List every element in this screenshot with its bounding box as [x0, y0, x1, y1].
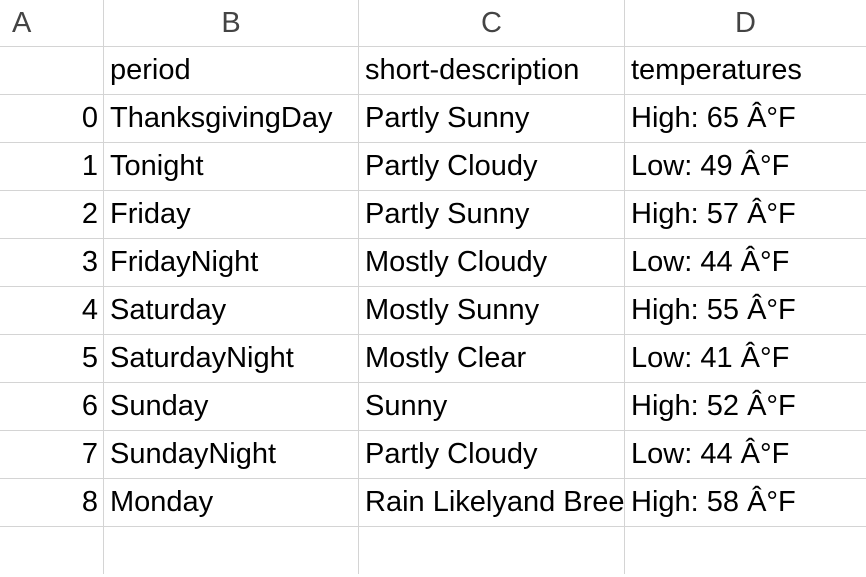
cell-period[interactable]: Saturday: [104, 287, 359, 334]
table-row: 0 ThanksgivingDay Partly Sunny High: 65 …: [0, 95, 866, 143]
column-header-c[interactable]: C: [359, 0, 625, 46]
cell-temperatures[interactable]: High: 65 Â°F: [631, 102, 796, 134]
cell-index[interactable]: 4: [0, 287, 104, 334]
cell-short-description[interactable]: Mostly Cloudy: [359, 239, 625, 286]
cell-period[interactable]: Friday: [104, 191, 359, 238]
cell-short-description[interactable]: Mostly Clear: [359, 335, 625, 382]
cell-temperatures[interactable]: High: 57 Â°F: [631, 198, 796, 230]
cell-index[interactable]: 3: [0, 239, 104, 286]
cell-a1[interactable]: [0, 47, 104, 94]
cell-short-description[interactable]: Sunny: [359, 383, 625, 430]
cell-empty[interactable]: [104, 527, 359, 574]
cell-c1[interactable]: short-description: [359, 47, 625, 94]
table-header-row: period short-description temperatures: [0, 47, 866, 95]
column-header-d[interactable]: D: [735, 7, 756, 39]
table-row: 4 Saturday Mostly Sunny High: 55 Â°F: [0, 287, 866, 335]
cell-period[interactable]: ThanksgivingDay: [104, 95, 359, 142]
column-header-row: A B C D: [0, 0, 866, 47]
cell-temperatures[interactable]: Low: 44 Â°F: [631, 246, 790, 278]
cell-period[interactable]: SaturdayNight: [104, 335, 359, 382]
cell-index[interactable]: 0: [0, 95, 104, 142]
cell-period[interactable]: Monday: [104, 479, 359, 526]
cell-short-description[interactable]: Mostly Sunny: [359, 287, 625, 334]
table-row: 7 SundayNight Partly Cloudy Low: 44 Â°F: [0, 431, 866, 479]
cell-empty[interactable]: [359, 527, 625, 574]
cell-temperatures[interactable]: Low: 41 Â°F: [631, 342, 790, 374]
cell-index[interactable]: 1: [0, 143, 104, 190]
cell-empty[interactable]: [625, 527, 866, 574]
column-header-a[interactable]: A: [0, 0, 104, 46]
column-header-b[interactable]: B: [104, 0, 359, 46]
cell-d1[interactable]: temperatures: [631, 54, 802, 86]
cell-short-description[interactable]: Rain Likelyand Breezy: [359, 479, 625, 526]
table-row: 6 Sunday Sunny High: 52 Â°F: [0, 383, 866, 431]
cell-index[interactable]: 2: [0, 191, 104, 238]
table-row: 8 Monday Rain Likelyand Breezy High: 58 …: [0, 479, 866, 527]
table-row: 1 Tonight Partly Cloudy Low: 49 Â°F: [0, 143, 866, 191]
cell-index[interactable]: 6: [0, 383, 104, 430]
table-row: 5 SaturdayNight Mostly Clear Low: 41 Â°F: [0, 335, 866, 383]
cell-short-description[interactable]: Partly Cloudy: [359, 431, 625, 478]
cell-period[interactable]: Tonight: [104, 143, 359, 190]
cell-temperatures[interactable]: High: 58 Â°F: [631, 486, 796, 518]
table-row: 3 FridayNight Mostly Cloudy Low: 44 Â°F: [0, 239, 866, 287]
cell-index[interactable]: 8: [0, 479, 104, 526]
cell-index[interactable]: 5: [0, 335, 104, 382]
cell-period[interactable]: FridayNight: [104, 239, 359, 286]
cell-short-description[interactable]: Partly Cloudy: [359, 143, 625, 190]
cell-short-description[interactable]: Partly Sunny: [359, 191, 625, 238]
cell-temperatures[interactable]: Low: 49 Â°F: [631, 150, 790, 182]
cell-temperatures[interactable]: Low: 44 Â°F: [631, 438, 790, 470]
cell-b1[interactable]: period: [104, 47, 359, 94]
cell-temperatures[interactable]: High: 52 Â°F: [631, 390, 796, 422]
cell-short-description[interactable]: Partly Sunny: [359, 95, 625, 142]
cell-empty[interactable]: [0, 527, 104, 574]
cell-temperatures[interactable]: High: 55 Â°F: [631, 294, 796, 326]
cell-index[interactable]: 7: [0, 431, 104, 478]
empty-row: [0, 527, 866, 575]
cell-period[interactable]: SundayNight: [104, 431, 359, 478]
table-row: 2 Friday Partly Sunny High: 57 Â°F: [0, 191, 866, 239]
cell-period[interactable]: Sunday: [104, 383, 359, 430]
